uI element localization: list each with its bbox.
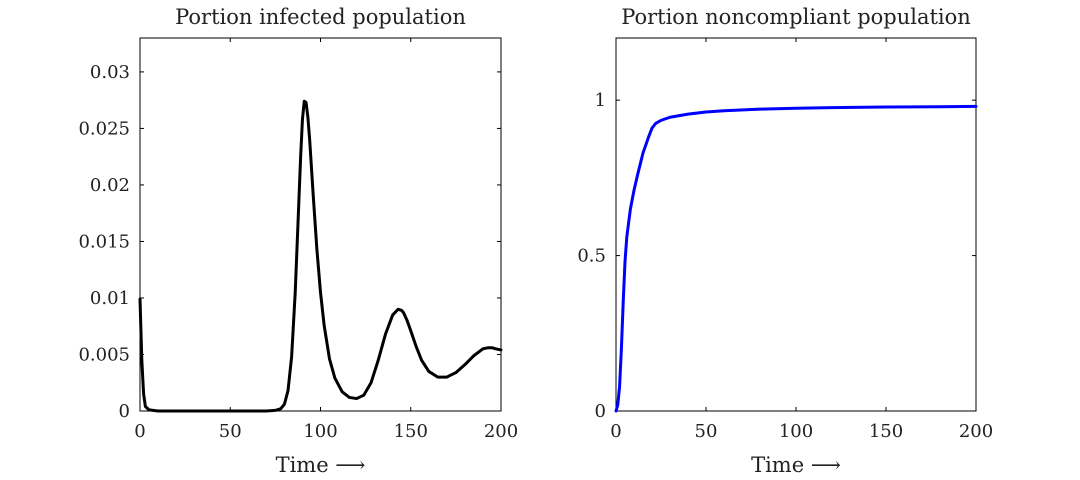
noncompliant-chart: 0 50 100 150 200 0 0.5 1 Portion noncompliant po… [577,5,993,477]
infected-y-tick-label: 0.01 [90,288,130,309]
infected-series-line [138,99,503,413]
infected-plot-frame [139,37,502,412]
infected-y-tick-label: 0.03 [90,62,130,83]
noncompliant-x-tick-label: 150 [869,421,903,442]
infected-chart: 0 50 100 150 200 0 0.005 0.01 0.015 0.02 0.025 0.03… [78,5,518,477]
infected-y-tick-label: 0.005 [78,344,130,365]
infected-y-tick-label: 0.02 [90,175,130,196]
infected-x-tick-label: 0 [134,421,145,442]
infected-x-tick-label: 50 [219,421,242,442]
infected-y-tick-label: 0 [119,401,130,422]
noncompliant-x-tick-label: 50 [695,421,718,442]
noncompliant-x-axis-label: Time ⟶ [751,453,841,477]
noncompliant-y-tick-label: 0.5 [577,246,606,267]
infected-x-tick-label: 150 [394,421,428,442]
infected-x-axis-label: Time ⟶ [276,453,366,477]
noncompliant-series-line [614,104,978,413]
infected-x-tick-label: 200 [484,421,518,442]
infected-x-tick-label: 100 [303,421,337,442]
noncompliant-x-tick-label: 100 [779,421,813,442]
noncompliant-plot-frame [615,37,977,412]
infected-chart-title: Portion infected population [175,5,466,29]
infected-y-tick-label: 0.025 [78,118,130,139]
noncompliant-y-tick-label: 0 [595,401,606,422]
noncompliant-x-tick-label: 200 [959,421,993,442]
infected-y-tick-label: 0.015 [78,231,130,252]
noncompliant-x-tick-label: 0 [610,421,621,442]
noncompliant-y-tick-label: 1 [595,90,606,111]
noncompliant-chart-title: Portion noncompliant population [621,5,971,29]
